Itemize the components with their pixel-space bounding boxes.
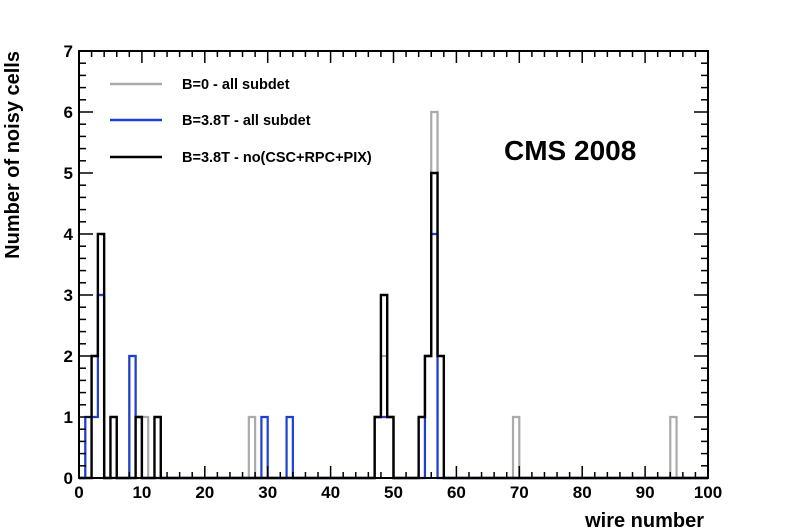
y-tick-label: 3 <box>64 286 73 305</box>
x-tick-label: 80 <box>573 483 592 502</box>
y-axis-title: Number of noisy cells <box>2 51 24 259</box>
x-axis-title: wire number <box>584 510 704 531</box>
legend-label: B=3.8T - all subdet <box>182 113 311 129</box>
x-tick-label: 90 <box>636 483 655 502</box>
x-tick-label: 10 <box>132 483 151 502</box>
y-tick-label: 7 <box>64 42 73 61</box>
y-tick-label: 0 <box>64 469 73 488</box>
y-tick-label: 4 <box>64 225 74 244</box>
legend-label: B=0 - all subdet <box>182 77 290 93</box>
x-tick-label: 20 <box>195 483 214 502</box>
histogram-series <box>79 110 708 480</box>
plot-frame <box>78 50 709 479</box>
legend: B=0 - all subdet B=3.8T - all subdet B=3.8… <box>110 77 372 166</box>
y-tick-label: 5 <box>64 164 73 183</box>
legend-label: B=3.8T - no(CSC+RPC+PIX) <box>182 150 372 166</box>
x-tick-label: 60 <box>447 483 466 502</box>
x-tick-label: 30 <box>258 483 277 502</box>
x-tick-label: 70 <box>510 483 529 502</box>
tick-labels: 0 10 20 30 40 50 60 70 80 90 100 0 1 2 3 4 5 6 7 <box>64 42 723 502</box>
y-tick-label: 2 <box>64 347 73 366</box>
x-tick-label: 40 <box>321 483 340 502</box>
x-tick-label: 100 <box>694 483 722 502</box>
y-tick-label: 6 <box>64 103 73 122</box>
series-3-histogram <box>79 171 708 480</box>
x-tick-label: 50 <box>384 483 403 502</box>
y-tick-label: 1 <box>64 408 73 427</box>
x-tick-label: 0 <box>74 483 83 502</box>
axis-ticks <box>78 50 709 479</box>
cms-annotation: CMS 2008 <box>504 135 636 166</box>
